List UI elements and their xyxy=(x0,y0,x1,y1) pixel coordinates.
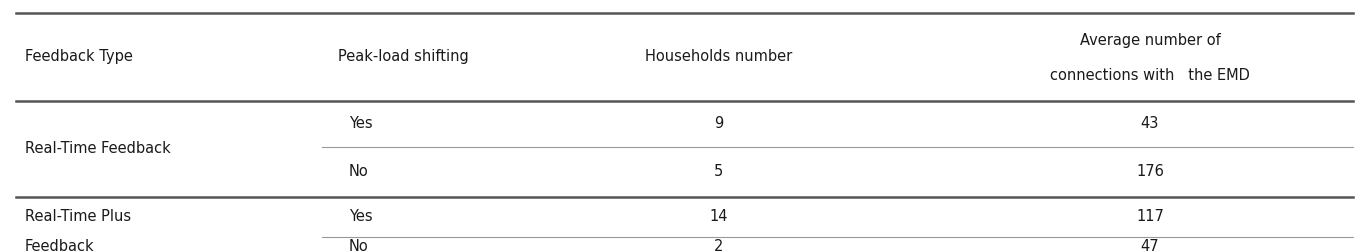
Text: 2: 2 xyxy=(715,239,723,252)
Text: No: No xyxy=(349,164,368,179)
Text: Feedback Type: Feedback Type xyxy=(25,49,133,64)
Text: 9: 9 xyxy=(715,116,723,131)
Text: Peak-load shifting: Peak-load shifting xyxy=(338,49,470,64)
Text: 176: 176 xyxy=(1136,164,1164,179)
Text: Households number: Households number xyxy=(645,49,793,64)
Text: Real-Time Plus: Real-Time Plus xyxy=(25,209,131,224)
Text: Yes: Yes xyxy=(349,209,372,224)
Text: 47: 47 xyxy=(1140,239,1160,252)
Text: No: No xyxy=(349,239,368,252)
Text: 43: 43 xyxy=(1140,116,1160,131)
Text: connections with   the EMD: connections with the EMD xyxy=(1050,68,1250,83)
Text: Real-Time Feedback: Real-Time Feedback xyxy=(25,141,170,156)
Text: 14: 14 xyxy=(709,209,728,224)
Text: 117: 117 xyxy=(1136,209,1164,224)
Text: Average number of: Average number of xyxy=(1080,33,1220,48)
Text: Feedback: Feedback xyxy=(25,239,94,252)
Text: Yes: Yes xyxy=(349,116,372,131)
Text: 5: 5 xyxy=(715,164,723,179)
